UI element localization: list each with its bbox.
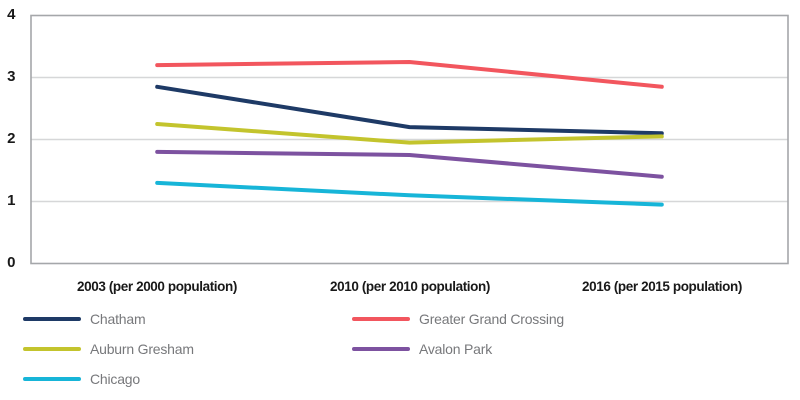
y-axis-tick-label: 3 bbox=[7, 68, 15, 85]
legend-item-chicago: Chicago bbox=[23, 370, 194, 388]
y-axis-tick-label: 1 bbox=[7, 192, 15, 209]
chart-line-chicago bbox=[155, 180, 664, 207]
legend-item-greater-grand-crossing: Greater Grand Crossing bbox=[352, 310, 564, 328]
legend-label: Avalon Park bbox=[419, 341, 493, 357]
legend-label: Auburn Gresham bbox=[90, 341, 194, 357]
x-axis-category-label: 2016 (per 2015 population) bbox=[582, 279, 742, 294]
legend-label: Chatham bbox=[90, 311, 146, 327]
chart-line-chatham bbox=[155, 84, 664, 136]
legend-swatch-chatham bbox=[23, 317, 81, 321]
x-axis-category-label: 2003 (per 2000 population) bbox=[77, 279, 237, 294]
legend-item-auburn-gresham: Auburn Gresham bbox=[23, 340, 194, 358]
legend-item-avalon-park: Avalon Park bbox=[352, 340, 564, 358]
y-axis-tick-label: 0 bbox=[7, 254, 15, 271]
legend-swatch-avalon-park bbox=[352, 347, 410, 351]
y-axis-tick-label: 4 bbox=[7, 6, 15, 23]
chart-line-auburn-gresham bbox=[155, 122, 664, 145]
legend-column-left: Chatham Auburn Gresham Chicago bbox=[23, 310, 194, 400]
plot-border bbox=[30, 14, 789, 265]
legend-label: Chicago bbox=[90, 371, 140, 387]
y-axis-tick-label: 2 bbox=[7, 130, 15, 147]
legend-label: Greater Grand Crossing bbox=[419, 311, 564, 327]
chart-line-greater-grand-crossing bbox=[155, 60, 664, 89]
x-axis-category-label: 2010 (per 2010 population) bbox=[330, 279, 490, 294]
legend-swatch-chicago bbox=[23, 377, 81, 381]
legend-item-chatham: Chatham bbox=[23, 310, 194, 328]
chart-line-avalon-park bbox=[155, 149, 664, 179]
legend-column-right: Greater Grand Crossing Avalon Park bbox=[352, 310, 564, 370]
legend-swatch-greater-grand-crossing bbox=[352, 317, 410, 321]
legend-swatch-auburn-gresham bbox=[23, 347, 81, 351]
